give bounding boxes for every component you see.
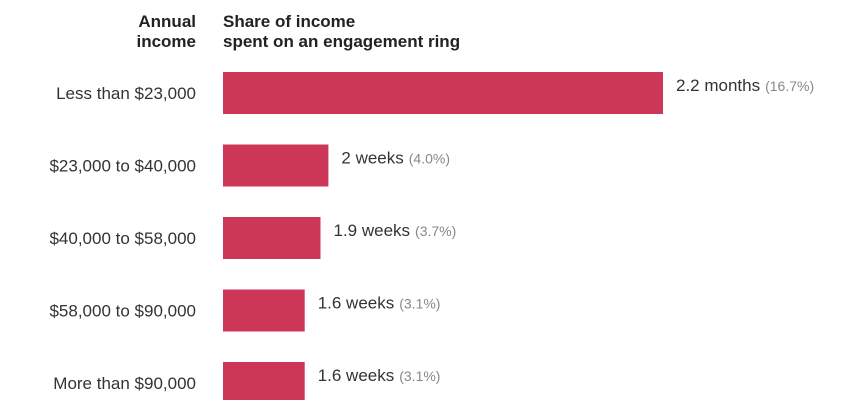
value-label-duration: 1.6 weeks [318,294,395,313]
value-label-duration: 2 weeks [341,149,403,168]
bar [223,72,663,114]
value-label-duration: 2.2 months [676,76,760,95]
category-label: More than $90,000 [53,374,196,393]
value-label: 2.2 months (16.7%) [676,76,814,95]
category-label: $58,000 to $90,000 [49,302,196,321]
income-column-header: Annual income [100,12,196,52]
income-header-line1: Annual [138,12,196,31]
category-label: Less than $23,000 [56,84,196,103]
category-label: $23,000 to $40,000 [49,157,196,176]
bar [223,217,321,259]
bar [223,144,329,187]
value-label: 1.6 weeks (3.1%) [318,366,441,385]
share-header-line2: spent on an engagement ring [223,32,461,51]
value-label: 2 weeks (4.0%) [341,149,450,168]
value-label-percent: (3.7%) [415,223,456,239]
value-label-percent: (3.1%) [399,296,440,312]
value-label-percent: (3.1%) [399,368,440,384]
share-header-line1: Share of income [223,12,356,31]
category-label: $40,000 to $58,000 [49,229,196,248]
bar [223,362,305,400]
bar [223,289,305,332]
value-label-duration: 1.9 weeks [334,221,411,240]
value-label: 1.9 weeks (3.7%) [334,221,457,240]
value-label-duration: 1.6 weeks [318,366,395,385]
value-label-percent: (4.0%) [409,151,450,167]
share-column-header: Share of income spent on an engagement r… [223,12,623,52]
value-label-percent: (16.7%) [765,78,814,94]
value-label: 1.6 weeks (3.1%) [318,294,441,313]
income-header-line2: income [136,32,196,51]
